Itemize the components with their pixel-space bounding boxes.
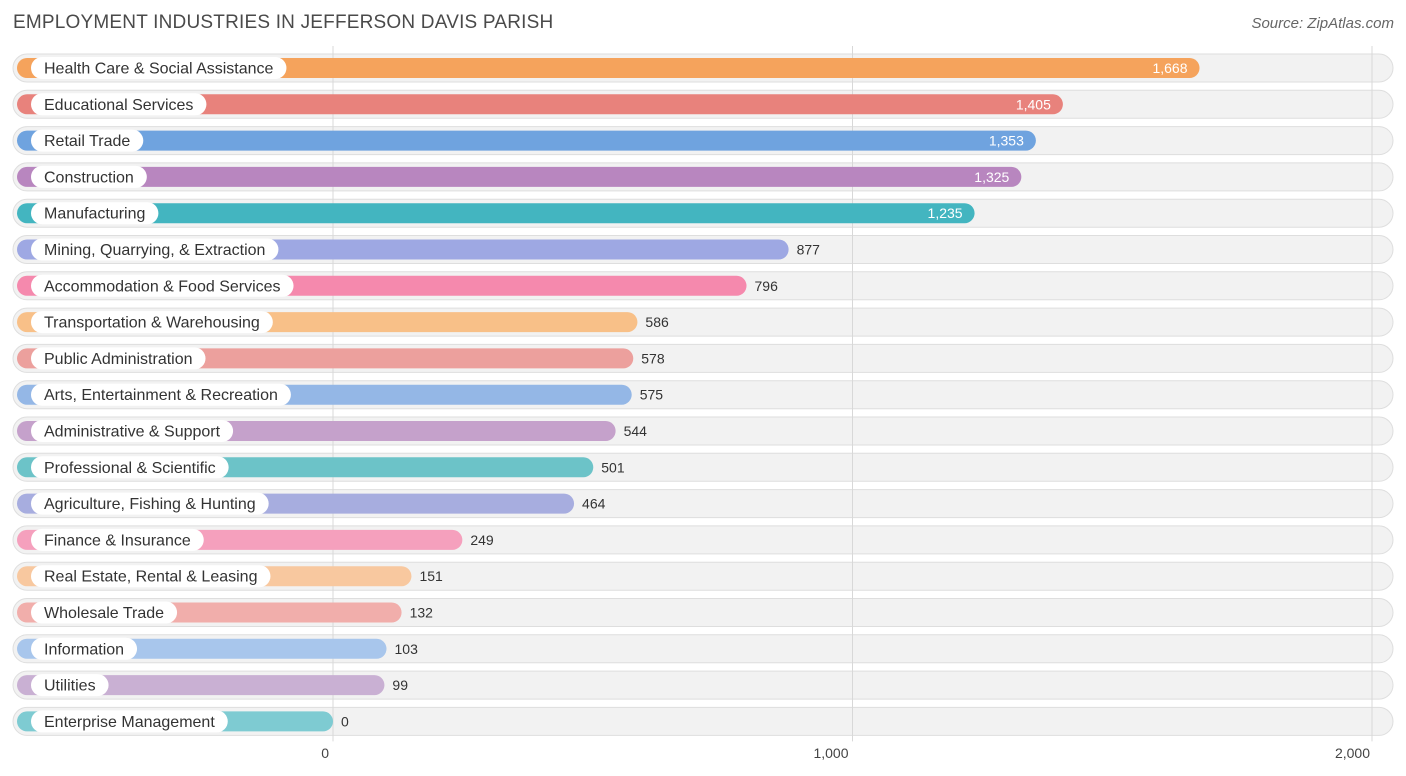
category-label-pill bbox=[31, 710, 228, 733]
category-label-pill bbox=[31, 492, 269, 515]
value-label: 249 bbox=[470, 532, 494, 548]
bar[interactable] bbox=[17, 58, 1200, 78]
bar[interactable] bbox=[17, 94, 1063, 115]
category-label: Arts, Entertainment & Recreation bbox=[44, 387, 278, 404]
category-label-pill bbox=[31, 274, 294, 297]
value-label: 1,325 bbox=[974, 169, 1009, 185]
category-label-pill bbox=[31, 637, 138, 660]
value-label: 575 bbox=[640, 387, 664, 403]
category-label: Transportation & Warehousing bbox=[44, 315, 260, 332]
value-label: 99 bbox=[392, 677, 408, 693]
category-label: Enterprise Management bbox=[44, 714, 215, 731]
chart-title: EMPLOYMENT INDUSTRIES IN JEFFERSON DAVIS… bbox=[13, 12, 554, 33]
x-tick-label: 2,000 bbox=[1335, 745, 1370, 761]
category-label-pill bbox=[31, 565, 271, 588]
value-label: 1,235 bbox=[928, 205, 963, 221]
value-label: 0 bbox=[341, 713, 349, 729]
category-label: Information bbox=[44, 641, 124, 658]
value-label: 544 bbox=[624, 423, 648, 439]
category-label-pill bbox=[31, 674, 109, 697]
value-label: 796 bbox=[755, 278, 779, 294]
category-label-pill bbox=[31, 93, 207, 116]
value-label: 151 bbox=[419, 568, 443, 584]
bar[interactable] bbox=[17, 166, 1022, 187]
category-label: Mining, Quarrying, & Extraction bbox=[44, 242, 265, 259]
value-label: 1,353 bbox=[989, 133, 1024, 149]
bar[interactable] bbox=[17, 203, 975, 224]
category-label: Finance & Insurance bbox=[44, 532, 191, 549]
category-label: Manufacturing bbox=[44, 206, 145, 223]
category-label: Agriculture, Fishing & Hunting bbox=[44, 496, 256, 513]
category-label-pill bbox=[31, 528, 204, 551]
row-band bbox=[12, 706, 1394, 736]
category-label: Public Administration bbox=[44, 351, 193, 368]
category-label-pill bbox=[31, 311, 273, 334]
value-label: 1,668 bbox=[1152, 60, 1187, 76]
category-label: Health Care & Social Assistance bbox=[44, 61, 274, 78]
source-credit: Source: ZipAtlas.com bbox=[1251, 15, 1394, 32]
category-label-pill bbox=[31, 420, 234, 442]
category-label: Accommodation & Food Services bbox=[44, 278, 281, 295]
category-label-pill bbox=[31, 238, 279, 261]
category-label: Administrative & Support bbox=[44, 424, 221, 441]
value-label: 501 bbox=[601, 459, 625, 475]
category-label: Retail Trade bbox=[44, 133, 130, 150]
value-label: 103 bbox=[395, 641, 419, 657]
category-label: Professional & Scientific bbox=[44, 460, 216, 477]
category-label-pill bbox=[31, 57, 287, 79]
category-label-pill bbox=[31, 383, 291, 406]
category-label-pill bbox=[31, 202, 159, 225]
value-label: 1,405 bbox=[1016, 96, 1051, 112]
category-label-pill bbox=[31, 165, 147, 188]
category-label: Educational Services bbox=[44, 97, 193, 114]
bar[interactable] bbox=[17, 130, 1036, 151]
value-label: 578 bbox=[641, 350, 665, 366]
value-label: 877 bbox=[797, 242, 821, 258]
x-tick-label: 0 bbox=[321, 745, 329, 761]
x-tick-label: 1,000 bbox=[813, 745, 848, 761]
value-label: 132 bbox=[410, 605, 434, 621]
value-label: 586 bbox=[645, 314, 669, 330]
category-label-pill bbox=[31, 129, 144, 152]
category-label: Utilities bbox=[44, 678, 96, 695]
category-label: Construction bbox=[44, 169, 134, 186]
category-label-pill bbox=[31, 601, 178, 624]
category-label: Wholesale Trade bbox=[44, 605, 164, 622]
bar[interactable] bbox=[17, 675, 385, 696]
category-label-pill bbox=[31, 456, 229, 479]
category-label-pill bbox=[31, 347, 206, 370]
category-label: Real Estate, Rental & Leasing bbox=[44, 569, 257, 586]
value-label: 464 bbox=[582, 496, 606, 512]
